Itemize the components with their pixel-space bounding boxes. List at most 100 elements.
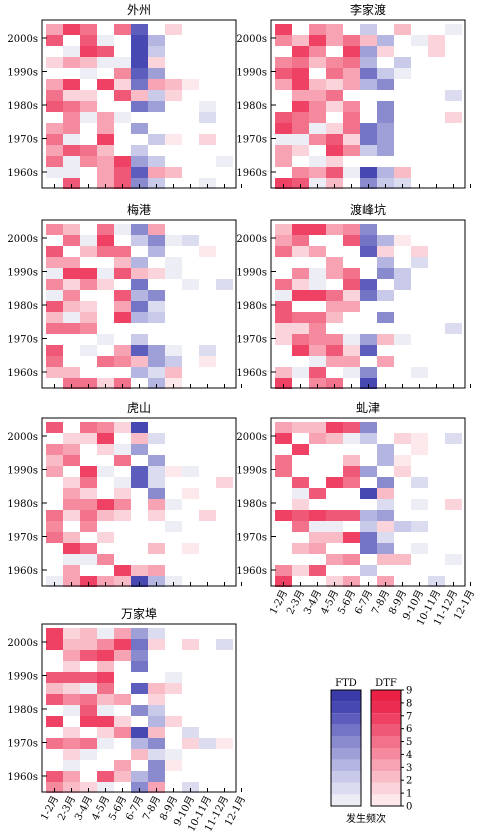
heat-cell xyxy=(97,334,114,345)
legend-tick-label: 6 xyxy=(406,724,412,735)
heat-cell xyxy=(97,224,114,235)
heat-cell xyxy=(360,79,377,90)
heat-cell xyxy=(165,499,182,510)
heat-cell xyxy=(309,46,326,57)
heat-cell xyxy=(275,224,292,235)
heat-cell xyxy=(445,24,462,35)
heat-cell xyxy=(309,79,326,90)
heat-cell xyxy=(360,57,377,68)
heat-cell xyxy=(326,532,343,543)
heat-cell xyxy=(80,323,97,334)
heat-cell xyxy=(63,705,80,716)
heat-cell xyxy=(63,760,80,771)
heat-cell xyxy=(97,576,114,587)
heat-cell xyxy=(46,345,63,356)
heat-cell xyxy=(63,738,80,749)
heat-cell xyxy=(360,279,377,290)
heat-cell xyxy=(377,532,394,543)
heat-cell xyxy=(326,521,343,532)
heat-cell xyxy=(97,705,114,716)
heat-cell xyxy=(428,46,445,57)
heat-cell xyxy=(275,565,292,576)
heat-cell xyxy=(131,101,148,112)
heat-cell xyxy=(343,134,360,145)
heat-cell xyxy=(148,694,165,705)
y-tick-label: 1980s xyxy=(7,705,38,716)
heat-cell xyxy=(377,145,394,156)
heat-cell xyxy=(326,79,343,90)
heat-cell xyxy=(377,68,394,79)
heat-cell xyxy=(360,134,377,145)
heat-cell xyxy=(343,422,360,433)
y-tick-label: 1970s xyxy=(7,533,38,544)
heat-cell xyxy=(377,101,394,112)
heat-cell xyxy=(428,576,445,587)
heat-cell xyxy=(97,532,114,543)
heat-cell xyxy=(63,683,80,694)
heat-cell xyxy=(80,145,97,156)
heat-cell xyxy=(46,738,63,749)
heat-cell xyxy=(377,477,394,488)
legend-ftd-swatch xyxy=(331,690,361,702)
heat-cell xyxy=(309,167,326,178)
legend-dtf-swatch xyxy=(371,724,401,737)
heat-cell xyxy=(114,455,131,466)
heat-cell xyxy=(411,499,428,510)
heat-cell xyxy=(182,235,199,246)
heat-cell xyxy=(80,422,97,433)
heat-cell xyxy=(275,378,292,389)
heat-cell xyxy=(131,367,148,378)
heat-cell xyxy=(326,477,343,488)
heat-cell xyxy=(292,367,309,378)
heat-cell xyxy=(46,90,63,101)
y-tick-label: 1960s xyxy=(236,368,267,379)
panel-1: 外州 2000s 1990s 1980s 1970s 1960s xyxy=(7,3,242,189)
heat-cell xyxy=(46,257,63,268)
heat-cell xyxy=(131,477,148,488)
heat-cell xyxy=(182,639,199,650)
heat-cell xyxy=(148,290,165,301)
heat-cell xyxy=(326,301,343,312)
heat-cell xyxy=(46,716,63,727)
heat-cell xyxy=(275,156,292,167)
heat-cell xyxy=(80,576,97,587)
heat-cell xyxy=(309,156,326,167)
heat-cell xyxy=(292,79,309,90)
heat-cell xyxy=(360,178,377,189)
legend-ftd-swatch xyxy=(331,759,361,772)
heat-cell xyxy=(326,123,343,134)
heat-cell xyxy=(275,576,292,587)
heat-cell xyxy=(182,727,199,738)
heat-cell xyxy=(275,112,292,123)
heat-cell xyxy=(46,134,63,145)
heat-cell xyxy=(148,738,165,749)
heat-cell xyxy=(97,782,114,793)
heat-cell xyxy=(148,268,165,279)
heat-cell xyxy=(148,134,165,145)
legend-dtf-label: DTF xyxy=(375,678,397,689)
heat-cell xyxy=(165,683,182,694)
heat-cell xyxy=(148,477,165,488)
legend-tick-label: 7 xyxy=(406,711,412,722)
heat-cell xyxy=(63,178,80,189)
heat-cell xyxy=(292,334,309,345)
y-tick-label: 1960s xyxy=(7,772,38,783)
heat-cell xyxy=(148,101,165,112)
heat-cell xyxy=(309,488,326,499)
heat-cell xyxy=(343,145,360,156)
heat-cell xyxy=(377,356,394,367)
heat-cell xyxy=(97,433,114,444)
heat-cell xyxy=(292,101,309,112)
heat-cell xyxy=(63,455,80,466)
heat-cell xyxy=(292,323,309,334)
heat-cell xyxy=(377,576,394,587)
heat-cell xyxy=(275,123,292,134)
heat-cell xyxy=(343,235,360,246)
heat-cell xyxy=(63,661,80,672)
heat-cell xyxy=(309,57,326,68)
heat-cell xyxy=(131,661,148,672)
y-tick-label: 2000s xyxy=(236,432,267,443)
heat-cell xyxy=(199,738,216,749)
heat-cell xyxy=(80,521,97,532)
heat-cell xyxy=(394,57,411,68)
